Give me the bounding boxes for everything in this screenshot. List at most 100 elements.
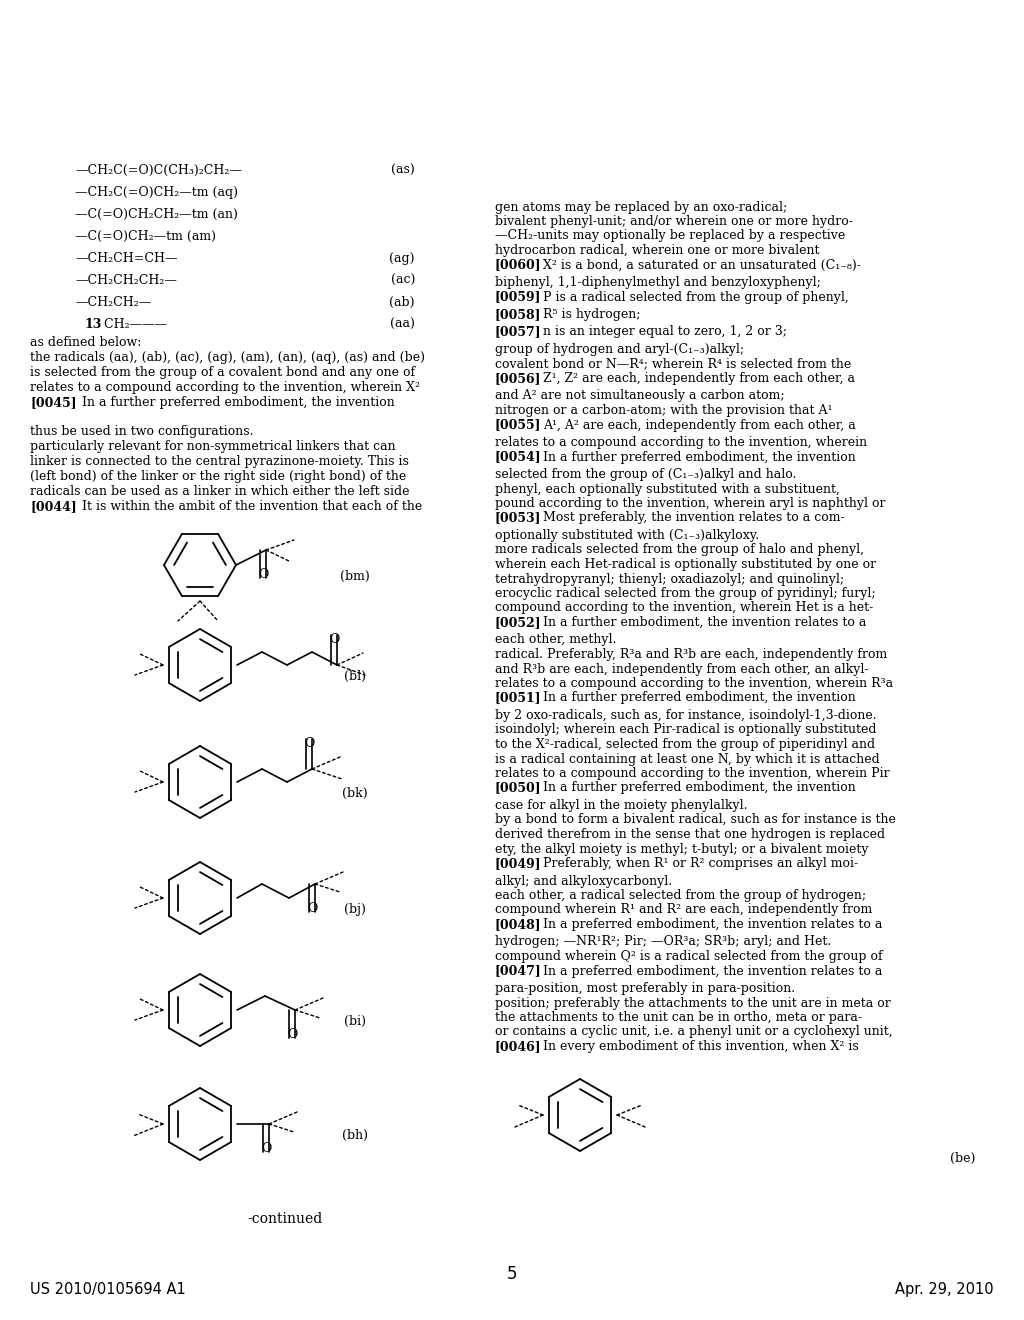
Text: —CH₂CH₂—: —CH₂CH₂— — [75, 296, 152, 309]
Text: It is within the ambit of the invention that each of the: It is within the ambit of the invention … — [82, 500, 422, 513]
Text: (be): (be) — [949, 1152, 975, 1166]
Text: relates to a compound according to the invention, wherein X²: relates to a compound according to the i… — [30, 381, 420, 393]
Text: 13: 13 — [85, 318, 102, 331]
Text: (bi): (bi) — [344, 1015, 366, 1028]
Text: more radicals selected from the group of halo and phenyl,: more radicals selected from the group of… — [495, 544, 864, 557]
Text: (bh): (bh) — [342, 1129, 368, 1142]
Text: [0052]: [0052] — [495, 616, 542, 630]
Text: 5: 5 — [507, 1265, 517, 1283]
Text: (ac): (ac) — [390, 275, 415, 286]
Text: to the X²-radical, selected from the group of piperidinyl and: to the X²-radical, selected from the gro… — [495, 738, 876, 751]
Text: [0060]: [0060] — [495, 259, 542, 272]
Text: (bk): (bk) — [342, 787, 368, 800]
Text: [0047]: [0047] — [495, 965, 542, 978]
Text: O: O — [287, 1028, 297, 1041]
Text: the radicals (aa), (ab), (ac), (ag), (am), (an), (aq), (as) and (be): the radicals (aa), (ab), (ac), (ag), (am… — [30, 351, 425, 364]
Text: each other, a radical selected from the group of hydrogen;: each other, a radical selected from the … — [495, 888, 866, 902]
Text: or contains a cyclic unit, i.e. a phenyl unit or a cyclohexyl unit,: or contains a cyclic unit, i.e. a phenyl… — [495, 1026, 893, 1039]
Text: relates to a compound according to the invention, wherein Pir: relates to a compound according to the i… — [495, 767, 890, 780]
Text: In a further preferred embodiment, the invention: In a further preferred embodiment, the i… — [82, 396, 394, 409]
Text: case for alkyl in the moiety phenylalkyl.: case for alkyl in the moiety phenylalkyl… — [495, 799, 748, 812]
Text: by 2 oxo-radicals, such as, for instance, isoindolyl-1,3-dione.: by 2 oxo-radicals, such as, for instance… — [495, 709, 877, 722]
Text: (left bond) of the linker or the right side (right bond) of the: (left bond) of the linker or the right s… — [30, 470, 407, 483]
Text: para-position, most preferably in para-position.: para-position, most preferably in para-p… — [495, 982, 795, 995]
Text: In a further preferred embodiment, the invention: In a further preferred embodiment, the i… — [543, 781, 856, 795]
Text: —CH₂C(=O)CH₂—tm (aq): —CH₂C(=O)CH₂—tm (aq) — [75, 186, 238, 199]
Text: selected from the group of (C₁₋₃)alkyl and halo.: selected from the group of (C₁₋₃)alkyl a… — [495, 469, 797, 480]
Text: [0050]: [0050] — [495, 781, 542, 795]
Text: (as): (as) — [391, 164, 415, 177]
Text: In a preferred embodiment, the invention relates to a: In a preferred embodiment, the invention… — [543, 965, 883, 978]
Text: —CH₂-units may optionally be replaced by a respective: —CH₂-units may optionally be replaced by… — [495, 230, 845, 243]
Text: and R³b are each, independently from each other, an alkyl-: and R³b are each, independently from eac… — [495, 663, 868, 676]
Text: —CH₂CH=CH—: —CH₂CH=CH— — [75, 252, 177, 265]
Text: gen atoms may be replaced by an oxo-radical;: gen atoms may be replaced by an oxo-radi… — [495, 201, 787, 214]
Text: [0044]: [0044] — [30, 500, 77, 513]
Text: In every embodiment of this invention, when X² is: In every embodiment of this invention, w… — [543, 1040, 859, 1053]
Text: (bj): (bj) — [344, 903, 366, 916]
Text: [0049]: [0049] — [495, 857, 542, 870]
Text: tetrahydropyranyl; thienyl; oxadiazolyl; and quinolinyl;: tetrahydropyranyl; thienyl; oxadiazolyl;… — [495, 573, 844, 586]
Text: [0056]: [0056] — [495, 372, 542, 385]
Text: biphenyl, 1,1-diphenylmethyl and benzyloxyphenyl;: biphenyl, 1,1-diphenylmethyl and benzylo… — [495, 276, 821, 289]
Text: O: O — [261, 1142, 271, 1155]
Text: position; preferably the attachments to the unit are in meta or: position; preferably the attachments to … — [495, 997, 891, 1010]
Text: [0055]: [0055] — [495, 418, 542, 432]
Text: (bl): (bl) — [344, 671, 366, 682]
Text: [0053]: [0053] — [495, 511, 542, 524]
Text: [0058]: [0058] — [495, 308, 542, 321]
Text: US 2010/0105694 A1: US 2010/0105694 A1 — [30, 1282, 185, 1298]
Text: (aa): (aa) — [390, 318, 415, 331]
Text: R⁵ is hydrogen;: R⁵ is hydrogen; — [543, 308, 640, 321]
Text: -continued: -continued — [248, 1212, 323, 1226]
Text: [0057]: [0057] — [495, 326, 542, 338]
Text: alkyl; and alkyloxycarbonyl.: alkyl; and alkyloxycarbonyl. — [495, 874, 672, 887]
Text: —C(=O)CH₂—tm (am): —C(=O)CH₂—tm (am) — [75, 230, 216, 243]
Text: (bm): (bm) — [340, 570, 370, 583]
Text: pound according to the invention, wherein aryl is naphthyl or: pound according to the invention, wherei… — [495, 498, 886, 510]
Text: compound wherein R¹ and R² are each, independently from: compound wherein R¹ and R² are each, ind… — [495, 903, 872, 916]
Text: phenyl, each optionally substituted with a substituent,: phenyl, each optionally substituted with… — [495, 483, 840, 495]
Text: hydrocarbon radical, wherein one or more bivalent: hydrocarbon radical, wherein one or more… — [495, 244, 819, 257]
Text: radical. Preferably, R³a and R³b are each, independently from: radical. Preferably, R³a and R³b are eac… — [495, 648, 887, 661]
Text: In a further preferred embodiment, the invention: In a further preferred embodiment, the i… — [543, 692, 856, 705]
Text: covalent bond or N—R⁴; wherein R⁴ is selected from the: covalent bond or N—R⁴; wherein R⁴ is sel… — [495, 358, 851, 371]
Text: [0051]: [0051] — [495, 692, 542, 705]
Text: —C(=O)CH₂CH₂—tm (an): —C(=O)CH₂CH₂—tm (an) — [75, 209, 238, 220]
Text: and A² are not simultaneously a carbon atom;: and A² are not simultaneously a carbon a… — [495, 389, 784, 403]
Text: bivalent phenyl-unit; and/or wherein one or more hydro-: bivalent phenyl-unit; and/or wherein one… — [495, 215, 853, 228]
Text: [0046]: [0046] — [495, 1040, 542, 1053]
Text: In a further embodiment, the invention relates to a: In a further embodiment, the invention r… — [543, 616, 866, 630]
Text: each other, methyl.: each other, methyl. — [495, 634, 616, 647]
Text: the attachments to the unit can be in ortho, meta or para-: the attachments to the unit can be in or… — [495, 1011, 862, 1024]
Text: compound wherein Q² is a radical selected from the group of: compound wherein Q² is a radical selecte… — [495, 950, 883, 964]
Text: Preferably, when R¹ or R² comprises an alkyl moi-: Preferably, when R¹ or R² comprises an a… — [543, 857, 858, 870]
Text: Most preferably, the invention relates to a com-: Most preferably, the invention relates t… — [543, 511, 845, 524]
Text: [0059]: [0059] — [495, 290, 542, 304]
Text: Z¹, Z² are each, independently from each other, a: Z¹, Z² are each, independently from each… — [543, 372, 855, 385]
Text: O: O — [304, 737, 314, 750]
Text: [0045]: [0045] — [30, 396, 77, 409]
Text: (ag): (ag) — [389, 252, 415, 265]
Text: —CH₂CH₂CH₂—: —CH₂CH₂CH₂— — [75, 275, 177, 286]
Text: n is an integer equal to zero, 1, 2 or 3;: n is an integer equal to zero, 1, 2 or 3… — [543, 326, 787, 338]
Text: O: O — [329, 634, 339, 645]
Text: X² is a bond, a saturated or an unsaturated (C₁₋₈)-: X² is a bond, a saturated or an unsatura… — [543, 259, 861, 272]
Text: isoindolyl; wherein each Pir-radical is optionally substituted: isoindolyl; wherein each Pir-radical is … — [495, 723, 877, 737]
Text: thus be used in two configurations.: thus be used in two configurations. — [30, 425, 254, 438]
Text: Apr. 29, 2010: Apr. 29, 2010 — [895, 1282, 994, 1298]
Text: as defined below:: as defined below: — [30, 337, 141, 348]
Text: particularly relevant for non-symmetrical linkers that can: particularly relevant for non-symmetrica… — [30, 440, 395, 453]
Text: optionally substituted with (C₁₋₃)alkyloxy.: optionally substituted with (C₁₋₃)alkylo… — [495, 529, 759, 543]
Text: wherein each Het-radical is optionally substituted by one or: wherein each Het-radical is optionally s… — [495, 558, 877, 572]
Text: erocyclic radical selected from the group of pyridinyl; furyl;: erocyclic radical selected from the grou… — [495, 587, 876, 601]
Text: O: O — [307, 902, 317, 915]
Text: by a bond to form a bivalent radical, such as for instance is the: by a bond to form a bivalent radical, su… — [495, 813, 896, 826]
Text: O: O — [258, 568, 268, 581]
Text: derived therefrom in the sense that one hydrogen is replaced: derived therefrom in the sense that one … — [495, 828, 885, 841]
Text: P is a radical selected from the group of phenyl,: P is a radical selected from the group o… — [543, 290, 849, 304]
Text: (ab): (ab) — [389, 296, 415, 309]
Text: is selected from the group of a covalent bond and any one of: is selected from the group of a covalent… — [30, 366, 415, 379]
Text: radicals can be used as a linker in which either the left side: radicals can be used as a linker in whic… — [30, 484, 410, 498]
Text: [0054]: [0054] — [495, 450, 542, 463]
